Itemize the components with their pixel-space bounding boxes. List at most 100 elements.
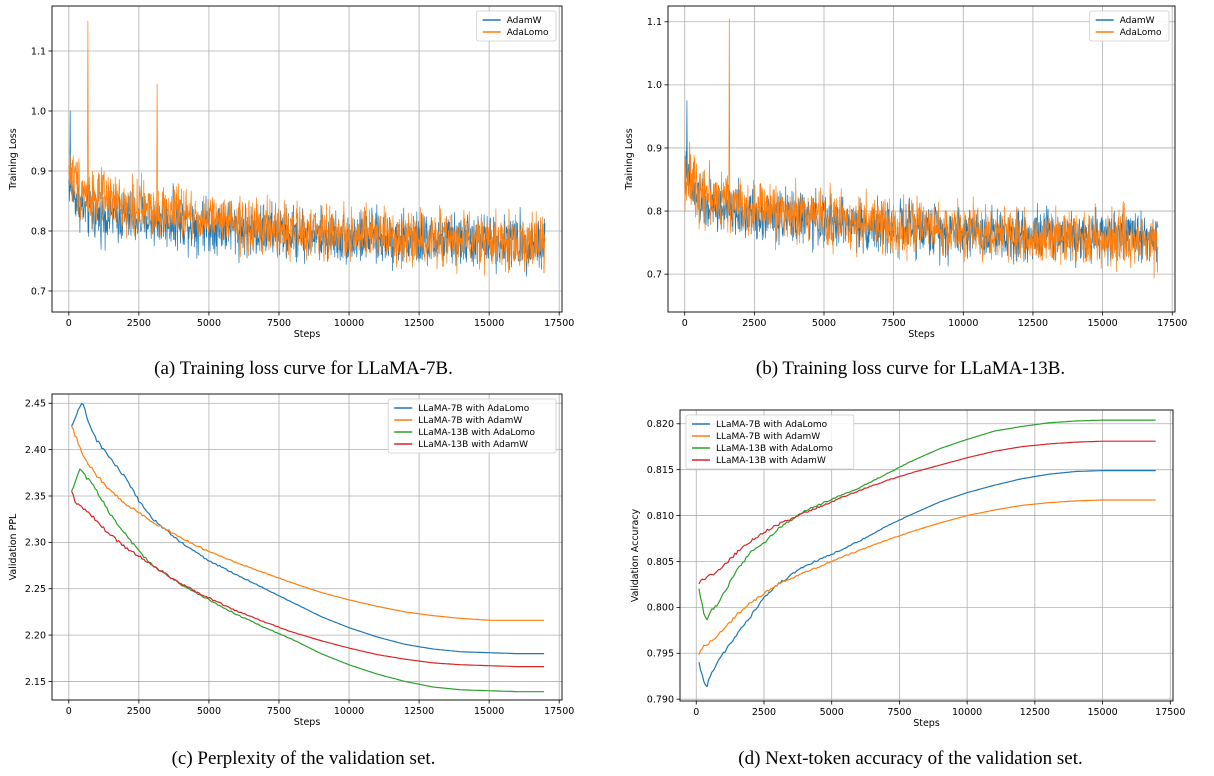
x-tick-label: 5000 bbox=[812, 318, 836, 329]
plot-frame bbox=[667, 5, 1176, 313]
x-tick-label: 17500 bbox=[1157, 318, 1187, 329]
x-tick-label: 7500 bbox=[882, 318, 906, 329]
x-tick-label: 5000 bbox=[820, 707, 844, 718]
series-line-2 bbox=[698, 419, 1156, 621]
chart-panel-b: 0 2500 5000 7500 10000 12500 15000 17500 0.7 0.8 0… bbox=[607, 0, 1214, 340]
chart-panel-a: 0 2500 5000 7500 10000 12500 15000 17500 0.7 0.8 0… bbox=[0, 0, 607, 340]
series-line-2 bbox=[71, 468, 545, 693]
x-tick-label: 15000 bbox=[1087, 318, 1117, 329]
legend: LLaMA-7B with AdaLomo LLaMA-7B with AdamW… bbox=[685, 414, 855, 470]
caption-d: (d) Next-token accuracy of the validatio… bbox=[738, 748, 1083, 769]
y-tick-label: 0.7 bbox=[31, 286, 46, 297]
x-tick-label: 7500 bbox=[267, 318, 291, 329]
y-axis-label: Training Loss bbox=[8, 128, 19, 190]
legend-box bbox=[1089, 10, 1170, 42]
legend: AdamW AdaLomo bbox=[1089, 10, 1170, 42]
y-axis-label: Training Loss bbox=[624, 128, 635, 190]
legend-label: LLaMA-7B with AdaLomo bbox=[716, 420, 828, 430]
series-line-0 bbox=[71, 403, 545, 655]
y-tick-label: 0.800 bbox=[647, 603, 674, 614]
y-axis-label: Validation Accuracy bbox=[630, 508, 641, 602]
training-loss-13b-chart: 0 2500 5000 7500 10000 12500 15000 17500 0.7 0.8 0… bbox=[624, 5, 1187, 340]
x-tick-label: 10000 bbox=[948, 318, 978, 329]
y-tick-label: 1.0 bbox=[31, 106, 46, 117]
x-tick-label: 10000 bbox=[952, 707, 982, 718]
legend-label: LLaMA-7B with AdamW bbox=[716, 432, 820, 442]
legend-label: LLaMA-13B with AdamW bbox=[418, 440, 528, 450]
y-tick-label: 0.8 bbox=[31, 226, 46, 237]
y-tick-label: 0.810 bbox=[647, 511, 674, 522]
x-tick-label: 17500 bbox=[1155, 707, 1185, 718]
y-tick-label: 2.15 bbox=[25, 677, 46, 688]
legend-label: LLaMA-7B with AdamW bbox=[418, 416, 522, 426]
legend: LLaMA-7B with AdaLomo LLaMA-7B with AdamW… bbox=[387, 398, 557, 454]
legend-label: AdamW bbox=[507, 16, 542, 26]
series-line-1 bbox=[71, 425, 545, 621]
y-axis-label: Validation PPL bbox=[8, 513, 19, 580]
caption-c: (c) Perplexity of the validation set. bbox=[171, 748, 436, 769]
x-tick-label: 12500 bbox=[1018, 318, 1048, 329]
x-tick-label: 15000 bbox=[1087, 707, 1117, 718]
chart-panel-c: 0 2500 5000 7500 10000 12500 15000 17500 2.15 2.2… bbox=[0, 390, 607, 730]
series-line-1 bbox=[684, 18, 1159, 279]
x-axis-label: Steps bbox=[294, 717, 321, 728]
legend-box bbox=[387, 398, 557, 454]
legend-label: AdaLomo bbox=[1120, 28, 1162, 38]
validation-accuracy-chart: 0 2500 5000 7500 10000 12500 15000 17500 0.790 0.… bbox=[630, 409, 1185, 729]
series-line-0 bbox=[698, 470, 1156, 687]
y-tick-label: 2.25 bbox=[25, 584, 46, 595]
y-tick-label: 2.30 bbox=[25, 538, 46, 549]
y-tick-label: 2.35 bbox=[25, 491, 46, 502]
training-loss-7b-chart: 0 2500 5000 7500 10000 12500 15000 17500 0.7 0.8 0… bbox=[8, 5, 574, 340]
legend-label: LLaMA-13B with AdamW bbox=[716, 456, 826, 466]
x-tick-label: 15000 bbox=[474, 706, 504, 717]
y-tick-label: 0.820 bbox=[647, 419, 674, 430]
y-tick-label: 2.20 bbox=[25, 630, 46, 641]
x-tick-label: 0 bbox=[682, 318, 688, 329]
x-tick-label: 5000 bbox=[197, 706, 221, 717]
x-axis-label: Steps bbox=[908, 329, 935, 340]
y-tick-label: 2.40 bbox=[25, 445, 46, 456]
x-tick-label: 12500 bbox=[404, 706, 434, 717]
y-tick-label: 1.0 bbox=[647, 80, 662, 91]
series-line-3 bbox=[698, 440, 1156, 585]
x-tick-label: 0 bbox=[693, 707, 699, 718]
chart-panel-d: 0 2500 5000 7500 10000 12500 15000 17500 0.790 0.… bbox=[607, 390, 1214, 730]
legend: AdamW AdaLomo bbox=[476, 10, 557, 42]
legend-label: LLaMA-13B with AdaLomo bbox=[418, 428, 535, 438]
y-tick-label: 2.45 bbox=[25, 399, 46, 410]
x-tick-label: 2500 bbox=[127, 706, 151, 717]
y-tick-label: 0.790 bbox=[647, 694, 674, 705]
y-tick-label: 0.9 bbox=[647, 143, 662, 154]
validation-ppl-chart: 0 2500 5000 7500 10000 12500 15000 17500 2.15 2.2… bbox=[8, 393, 574, 728]
plot-frame bbox=[679, 409, 1174, 702]
x-tick-label: 2500 bbox=[742, 318, 766, 329]
x-tick-label: 5000 bbox=[197, 318, 221, 329]
y-tick-label: 0.815 bbox=[647, 465, 674, 476]
x-tick-label: 7500 bbox=[267, 706, 291, 717]
y-tick-label: 0.7 bbox=[647, 269, 662, 280]
x-tick-label: 10000 bbox=[334, 706, 364, 717]
caption-a: (a) Training loss curve for LLaMA-7B. bbox=[154, 358, 453, 379]
plot-frame bbox=[51, 393, 563, 701]
legend-label: LLaMA-13B with AdaLomo bbox=[716, 444, 833, 454]
y-tick-label: 0.9 bbox=[31, 166, 46, 177]
y-tick-label: 0.795 bbox=[647, 649, 674, 660]
y-tick-label: 1.1 bbox=[647, 17, 662, 28]
x-tick-label: 12500 bbox=[1020, 707, 1050, 718]
x-tick-label: 10000 bbox=[334, 318, 364, 329]
x-tick-label: 17500 bbox=[544, 706, 574, 717]
series-line-1 bbox=[698, 499, 1156, 655]
x-tick-label: 2500 bbox=[127, 318, 151, 329]
y-tick-label: 1.1 bbox=[31, 46, 46, 57]
x-tick-label: 0 bbox=[66, 318, 72, 329]
legend-box bbox=[476, 10, 557, 42]
legend-label: AdaLomo bbox=[507, 28, 549, 38]
series-line-3 bbox=[71, 490, 545, 668]
grid bbox=[52, 6, 562, 312]
plot-frame bbox=[51, 5, 563, 313]
x-axis-label: Steps bbox=[913, 718, 940, 729]
legend-label: LLaMA-7B with AdaLomo bbox=[418, 404, 530, 414]
grid bbox=[668, 6, 1175, 312]
x-tick-label: 12500 bbox=[404, 318, 434, 329]
